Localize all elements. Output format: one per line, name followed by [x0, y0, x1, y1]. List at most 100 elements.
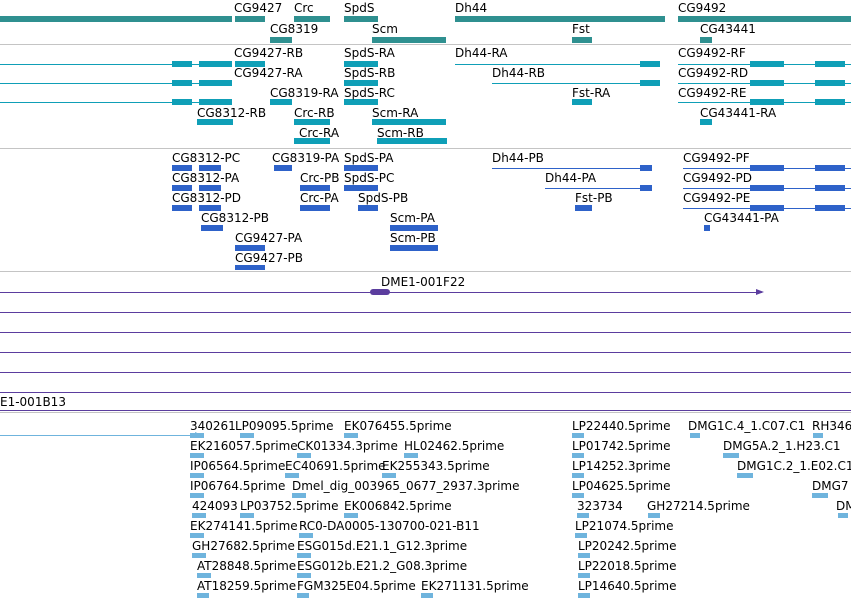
predicted-exon[interactable] [300, 185, 330, 191]
est-label[interactable]: FGM325E04.5prime [297, 579, 416, 593]
transcript-label[interactable]: Dh44-RA [455, 46, 508, 60]
est-label[interactable]: EK274141.5prime [190, 519, 298, 533]
est-glyph[interactable] [197, 593, 209, 598]
est-label[interactable]: LP21074.5prime [575, 519, 674, 533]
est-glyph[interactable] [572, 433, 584, 438]
gene-label[interactable]: Fst [572, 22, 590, 36]
transcript-label[interactable]: CG9427-RB [234, 46, 304, 60]
cdna-alignment[interactable] [0, 332, 851, 333]
est-glyph[interactable] [690, 433, 700, 438]
transcript-label[interactable]: Fst-RA [572, 86, 611, 100]
est-alignment[interactable] [0, 435, 195, 436]
est-glyph[interactable] [190, 493, 204, 498]
est-label[interactable]: LP04625.5prime [572, 479, 671, 493]
transcript-label[interactable]: SpdS-RB [344, 66, 396, 80]
transcript-label[interactable]: CG8312-RB [197, 106, 267, 120]
est-label[interactable]: EK271131.5prime [421, 579, 529, 593]
transcript-label[interactable]: Dh44-RB [492, 66, 546, 80]
est-glyph[interactable] [285, 473, 299, 478]
transcript-exon[interactable] [294, 138, 330, 144]
est-glyph[interactable] [572, 493, 584, 498]
predicted-exon[interactable] [172, 185, 192, 191]
predicted-exon[interactable] [201, 225, 223, 231]
est-label[interactable]: LP01742.5prime [572, 439, 671, 453]
predicted-label[interactable]: Crc-PA [300, 191, 339, 205]
est-label[interactable]: GH27214.5prime [647, 499, 750, 513]
predicted-label[interactable]: CG8312-PC [172, 151, 241, 165]
transcript-exon[interactable] [235, 61, 265, 67]
transcript-exon[interactable] [199, 61, 232, 67]
predicted-label[interactable]: SpdS-PB [358, 191, 409, 205]
cdna-label[interactable]: E1-001B13 [0, 395, 66, 409]
est-label[interactable]: DMG5A.2_1.H23.C1 [723, 439, 841, 453]
predicted-exon[interactable] [358, 205, 378, 211]
predicted-label[interactable]: CG9492-PD [683, 171, 753, 185]
transcript-exon[interactable] [197, 119, 233, 125]
est-glyph[interactable] [190, 453, 204, 458]
cdna-alignment[interactable] [0, 352, 851, 353]
gene-glyph[interactable] [344, 16, 378, 22]
gene-glyph[interactable] [372, 37, 446, 43]
transcript-exon[interactable] [270, 99, 292, 105]
gene-label[interactable]: SpdS [344, 1, 375, 15]
transcript-exon[interactable] [640, 61, 660, 67]
est-label[interactable]: ESG015d.E21.1_G12.3prime [297, 539, 468, 553]
predicted-exon[interactable] [390, 225, 438, 231]
est-label[interactable]: DM [836, 499, 851, 513]
est-glyph[interactable] [577, 513, 589, 518]
gene-label[interactable]: CG43441 [700, 22, 756, 36]
est-glyph[interactable] [404, 453, 418, 458]
est-label[interactable]: GH27682.5prime [192, 539, 295, 553]
cdna-label[interactable]: DME1-001F22 [381, 275, 466, 289]
est-label[interactable]: ESG012b.E21.2_G08.3prime [297, 559, 468, 573]
predicted-exon[interactable] [199, 185, 221, 191]
est-label[interactable]: RH346 [812, 419, 851, 433]
predicted-label[interactable]: CG8319-PA [272, 151, 340, 165]
transcript-label[interactable]: CG8319-RA [270, 86, 339, 100]
est-glyph[interactable] [297, 593, 309, 598]
est-glyph[interactable] [578, 573, 590, 578]
transcript-exon[interactable] [199, 80, 232, 86]
gene-glyph[interactable] [678, 16, 851, 22]
transcript-exon[interactable] [344, 80, 378, 86]
predicted-exon[interactable] [704, 225, 710, 231]
transcript-exon[interactable] [700, 119, 712, 125]
transcript-exon[interactable] [815, 80, 845, 86]
est-glyph[interactable] [838, 513, 848, 518]
est-label[interactable]: IP06764.5prime [190, 479, 286, 493]
est-label[interactable]: RC0-DA0005-130700-021-B11 [299, 519, 480, 533]
est-label[interactable]: LP14640.5prime [578, 579, 677, 593]
predicted-exon[interactable] [235, 265, 265, 270]
predicted-label[interactable]: SpdS-PA [344, 151, 394, 165]
est-glyph[interactable] [812, 493, 828, 498]
est-label[interactable]: EK216057.5prime [190, 439, 298, 453]
predicted-exon[interactable] [300, 205, 330, 211]
est-glyph[interactable] [344, 433, 358, 438]
est-label[interactable]: EK076455.5prime [344, 419, 452, 433]
est-label[interactable]: LP14252.3prime [572, 459, 671, 473]
est-label[interactable]: AT28848.5prime [197, 559, 297, 573]
transcript-label[interactable]: CG9427-RA [234, 66, 303, 80]
predicted-exon[interactable] [390, 245, 438, 251]
predicted-exon[interactable] [172, 165, 192, 171]
predicted-label[interactable]: CG9492-PF [683, 151, 750, 165]
predicted-exon[interactable] [640, 185, 652, 191]
est-glyph[interactable] [190, 533, 204, 538]
est-glyph[interactable] [382, 473, 396, 478]
est-glyph[interactable] [575, 533, 587, 538]
predicted-label[interactable]: CG8312-PA [172, 171, 240, 185]
est-glyph[interactable] [297, 553, 311, 558]
transcript-exon[interactable] [750, 61, 784, 67]
predicted-exon[interactable] [815, 165, 845, 171]
predicted-label[interactable]: Scm-PA [390, 211, 435, 225]
transcript-label[interactable]: SpdS-RC [344, 86, 395, 100]
transcript-exon[interactable] [172, 61, 192, 67]
predicted-label[interactable]: CG8312-PB [201, 211, 270, 225]
est-label[interactable]: DMG7 [812, 479, 849, 493]
transcript-exon[interactable] [372, 119, 446, 125]
est-label[interactable]: 340261 [190, 419, 236, 433]
gene-label[interactable]: Dh44 [455, 1, 488, 15]
predicted-label[interactable]: Dh44-PA [545, 171, 597, 185]
cdna-alignment[interactable] [0, 392, 851, 393]
est-label[interactable]: IP06564.5prime [190, 459, 286, 473]
